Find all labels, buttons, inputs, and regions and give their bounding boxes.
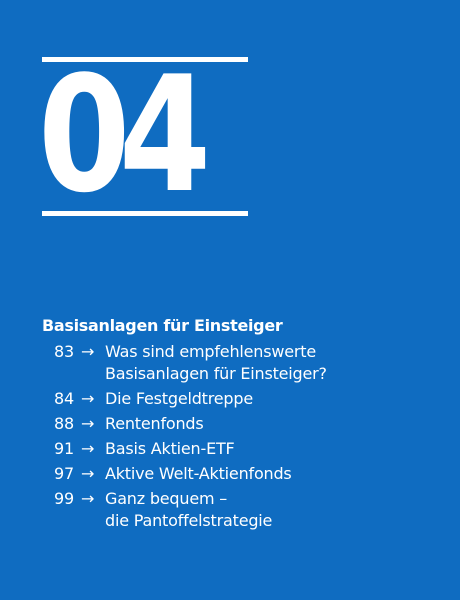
arrow-right-icon: → bbox=[81, 489, 95, 508]
toc-page-number: 97 bbox=[54, 464, 74, 483]
toc-entry-title-line: Basis Aktien-ETF bbox=[105, 439, 235, 458]
toc-entry[interactable]: 91 → Basis Aktien-ETF bbox=[42, 438, 442, 460]
toc-entry-title-line: Basisanlagen für Einsteiger? bbox=[105, 364, 327, 383]
toc-page-number: 88 bbox=[54, 414, 74, 433]
toc-entry-title-line: Die Festgeldtreppe bbox=[105, 389, 253, 408]
arrow-right-icon: → bbox=[81, 389, 95, 408]
arrow-right-icon: → bbox=[81, 439, 95, 458]
toc-entry-title-line: Ganz bequem – bbox=[105, 489, 228, 508]
toc-entry-title: Ganz bequem – die Pantoffelstrategie bbox=[105, 488, 442, 532]
bottom-rule bbox=[42, 211, 248, 216]
arrow-right-icon: → bbox=[81, 414, 95, 433]
toc-page-number: 91 bbox=[54, 439, 74, 458]
table-of-contents: 83 → Was sind empfehlenswerte Basisanlag… bbox=[42, 341, 442, 535]
toc-page-number: 84 bbox=[54, 389, 74, 408]
toc-entry-title: Rentenfonds bbox=[105, 413, 442, 435]
toc-entry-title: Aktive Welt-Aktienfonds bbox=[105, 463, 442, 485]
toc-entry-title-line: Was sind empfehlenswerte bbox=[105, 342, 316, 361]
toc-page-number: 83 bbox=[54, 342, 74, 361]
toc-entry[interactable]: 84 → Die Festgeldtreppe bbox=[42, 388, 442, 410]
toc-entry-title: Was sind empfehlenswerte Basisanlagen fü… bbox=[105, 341, 442, 385]
toc-entry[interactable]: 88 → Rentenfonds bbox=[42, 413, 442, 435]
toc-entry[interactable]: 83 → Was sind empfehlenswerte Basisanlag… bbox=[42, 341, 442, 385]
toc-entry-title-line: Rentenfonds bbox=[105, 414, 204, 433]
toc-entry-title-line: Aktive Welt-Aktienfonds bbox=[105, 464, 292, 483]
top-rule bbox=[42, 57, 248, 62]
toc-entry[interactable]: 97 → Aktive Welt-Aktienfonds bbox=[42, 463, 442, 485]
toc-entry-title-line: die Pantoffelstrategie bbox=[105, 511, 273, 530]
arrow-right-icon: → bbox=[81, 342, 95, 361]
chapter-number: 04 bbox=[38, 41, 211, 228]
arrow-right-icon: → bbox=[81, 464, 95, 483]
chapter-title: Basisanlagen für Einsteiger bbox=[42, 316, 283, 335]
toc-page-number: 99 bbox=[54, 489, 74, 508]
toc-entry-title: Die Festgeldtreppe bbox=[105, 388, 442, 410]
toc-entry[interactable]: 99 → Ganz bequem – die Pantoffelstrategi… bbox=[42, 488, 442, 532]
toc-entry-title: Basis Aktien-ETF bbox=[105, 438, 442, 460]
